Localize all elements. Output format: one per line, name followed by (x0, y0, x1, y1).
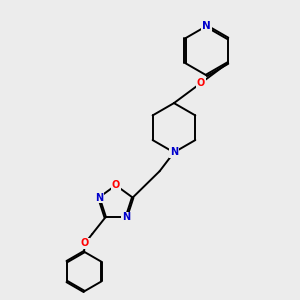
Text: O: O (112, 180, 120, 190)
Text: O: O (197, 78, 205, 88)
Text: N: N (202, 21, 211, 31)
Text: N: N (95, 193, 103, 202)
Text: O: O (81, 238, 89, 248)
Text: N: N (122, 212, 130, 223)
Text: N: N (170, 147, 178, 158)
